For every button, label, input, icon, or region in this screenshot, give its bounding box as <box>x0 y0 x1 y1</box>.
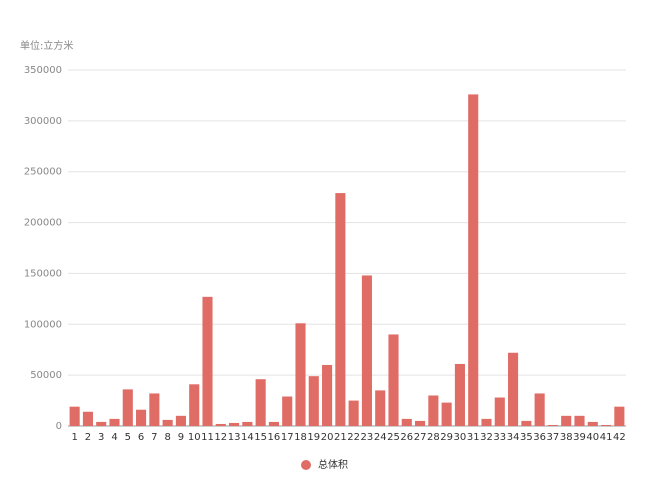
bar <box>561 415 572 426</box>
y-tick-label: 250000 <box>24 167 62 178</box>
y-tick-label: 350000 <box>24 65 62 76</box>
x-tick-label: 13 <box>228 432 241 443</box>
x-tick-label: 39 <box>573 432 586 443</box>
x-tick-label: 42 <box>613 432 626 443</box>
x-tick-label: 29 <box>440 432 453 443</box>
bar <box>574 415 585 426</box>
bar <box>96 421 107 426</box>
bar <box>348 400 359 426</box>
x-tick-label: 12 <box>214 432 227 443</box>
bar <box>175 415 186 426</box>
x-tick-label: 20 <box>321 432 334 443</box>
bar <box>508 352 519 426</box>
x-tick-label: 24 <box>374 432 387 443</box>
bar <box>534 393 545 426</box>
x-tick-label: 37 <box>547 432 560 443</box>
x-tick-label: 3 <box>98 432 104 443</box>
x-tick-label: 6 <box>138 432 144 443</box>
bar <box>375 390 386 426</box>
x-tick-label: 14 <box>241 432 254 443</box>
y-tick-label: 150000 <box>24 268 62 279</box>
x-tick-label: 8 <box>164 432 170 443</box>
bar <box>202 296 213 426</box>
bar <box>82 411 93 426</box>
bar <box>335 193 346 426</box>
bar <box>162 419 173 426</box>
bar <box>322 364 333 426</box>
bar <box>587 421 598 426</box>
x-tick-label: 38 <box>560 432 573 443</box>
bar <box>69 406 80 426</box>
x-tick-label: 4 <box>111 432 117 443</box>
x-tick-label: 32 <box>480 432 493 443</box>
bar <box>361 275 372 426</box>
bar <box>428 395 439 426</box>
x-tick-label: 9 <box>178 432 184 443</box>
bar <box>282 396 293 426</box>
bar <box>189 384 200 426</box>
x-tick-label: 21 <box>334 432 347 443</box>
x-tick-label: 27 <box>414 432 427 443</box>
x-tick-label: 40 <box>586 432 599 443</box>
bar <box>481 418 492 426</box>
bar <box>229 422 240 426</box>
x-tick-label: 23 <box>361 432 374 443</box>
unit-label: 单位:立方米 <box>20 39 73 52</box>
bar <box>441 402 452 426</box>
x-tick-label: 5 <box>125 432 131 443</box>
x-tick-label: 34 <box>507 432 520 443</box>
bar <box>468 94 479 426</box>
x-tick-label: 16 <box>268 432 281 443</box>
x-tick-label: 25 <box>387 432 400 443</box>
legend-marker <box>301 460 311 470</box>
x-tick-label: 10 <box>188 432 201 443</box>
y-tick-label: 50000 <box>30 370 62 381</box>
bar <box>109 418 120 426</box>
x-tick-label: 11 <box>201 432 214 443</box>
bar <box>614 406 625 426</box>
bar <box>494 397 505 426</box>
x-tick-label: 15 <box>254 432 267 443</box>
x-tick-label: 36 <box>533 432 546 443</box>
y-tick-label: 100000 <box>24 319 62 330</box>
bar <box>415 420 426 426</box>
legend-label: 总体积 <box>318 458 348 471</box>
y-tick-label: 200000 <box>24 218 62 229</box>
x-tick-label: 31 <box>467 432 480 443</box>
x-tick-label: 33 <box>493 432 506 443</box>
x-tick-label: 7 <box>151 432 157 443</box>
bar <box>454 363 465 426</box>
x-tick-label: 22 <box>347 432 360 443</box>
bar <box>136 409 147 426</box>
x-tick-label: 28 <box>427 432 440 443</box>
bar <box>401 418 412 426</box>
x-tick-label: 19 <box>307 432 320 443</box>
y-tick-label: 0 <box>56 421 62 432</box>
bar <box>601 424 612 426</box>
bar <box>388 334 399 426</box>
bar <box>215 423 226 426</box>
x-tick-label: 41 <box>600 432 613 443</box>
x-tick-label: 17 <box>281 432 294 443</box>
x-tick-label: 30 <box>454 432 467 443</box>
bar <box>242 421 253 426</box>
bar <box>295 323 306 426</box>
bar <box>268 421 279 426</box>
x-tick-label: 35 <box>520 432 533 443</box>
x-tick-label: 2 <box>85 432 91 443</box>
x-tick-label: 18 <box>294 432 307 443</box>
bar <box>122 389 133 426</box>
y-tick-label: 300000 <box>24 116 62 127</box>
bar <box>255 379 266 426</box>
x-tick-label: 1 <box>71 432 77 443</box>
bar <box>521 420 532 426</box>
x-tick-label: 26 <box>400 432 413 443</box>
bar <box>547 424 558 426</box>
bar <box>149 393 160 426</box>
bar <box>308 376 319 426</box>
